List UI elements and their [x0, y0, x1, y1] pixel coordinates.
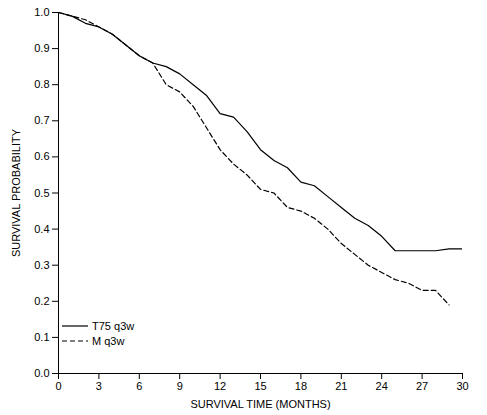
svg-text:0.7: 0.7 — [34, 114, 49, 126]
svg-text:6: 6 — [136, 380, 142, 392]
svg-text:0.5: 0.5 — [34, 187, 49, 199]
html-text:M q3w: M q3w — [92, 334, 125, 347]
svg-text:30: 30 — [456, 380, 468, 392]
svg-text:0.1: 0.1 — [34, 331, 49, 343]
svg-text:27: 27 — [416, 380, 428, 392]
svg-text:9: 9 — [177, 380, 183, 392]
svg-text:24: 24 — [376, 380, 388, 392]
svg-text:3: 3 — [96, 380, 102, 392]
svg-text:18: 18 — [295, 380, 307, 392]
svg-text:0.4: 0.4 — [34, 223, 49, 235]
svg-text:0.2: 0.2 — [34, 295, 49, 307]
svg-text:0.6: 0.6 — [34, 150, 49, 162]
html-text:T75 q3w: T75 q3w — [92, 319, 135, 332]
svg-text:0.9: 0.9 — [34, 42, 49, 54]
svg-text:12: 12 — [214, 380, 226, 392]
svg-text:15: 15 — [254, 380, 266, 392]
svg-text:SURVIVAL TIME (MONTHS): SURVIVAL TIME (MONTHS) — [190, 398, 330, 410]
svg-text:0.3: 0.3 — [34, 259, 49, 271]
svg-text:1.0: 1.0 — [34, 6, 49, 18]
svg-text:0.8: 0.8 — [34, 78, 49, 90]
svg-text:21: 21 — [335, 380, 347, 392]
svg-text:0: 0 — [55, 380, 61, 392]
svg-text:0.0: 0.0 — [34, 367, 49, 379]
svg-text:SURVIVAL PROBABILITY: SURVIVAL PROBABILITY — [10, 128, 22, 257]
